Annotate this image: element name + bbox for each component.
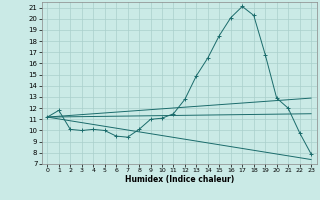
- X-axis label: Humidex (Indice chaleur): Humidex (Indice chaleur): [124, 175, 234, 184]
